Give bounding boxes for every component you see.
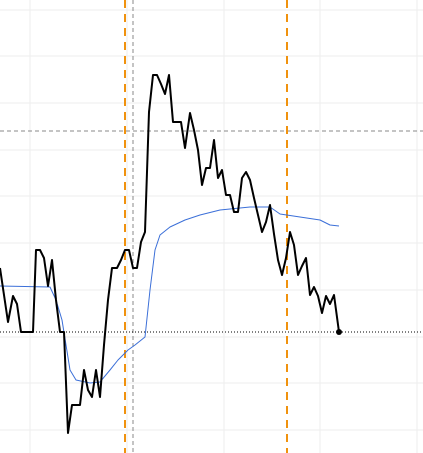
series-line [0,74,340,434]
end-point [336,329,342,335]
series-line [0,206,340,384]
